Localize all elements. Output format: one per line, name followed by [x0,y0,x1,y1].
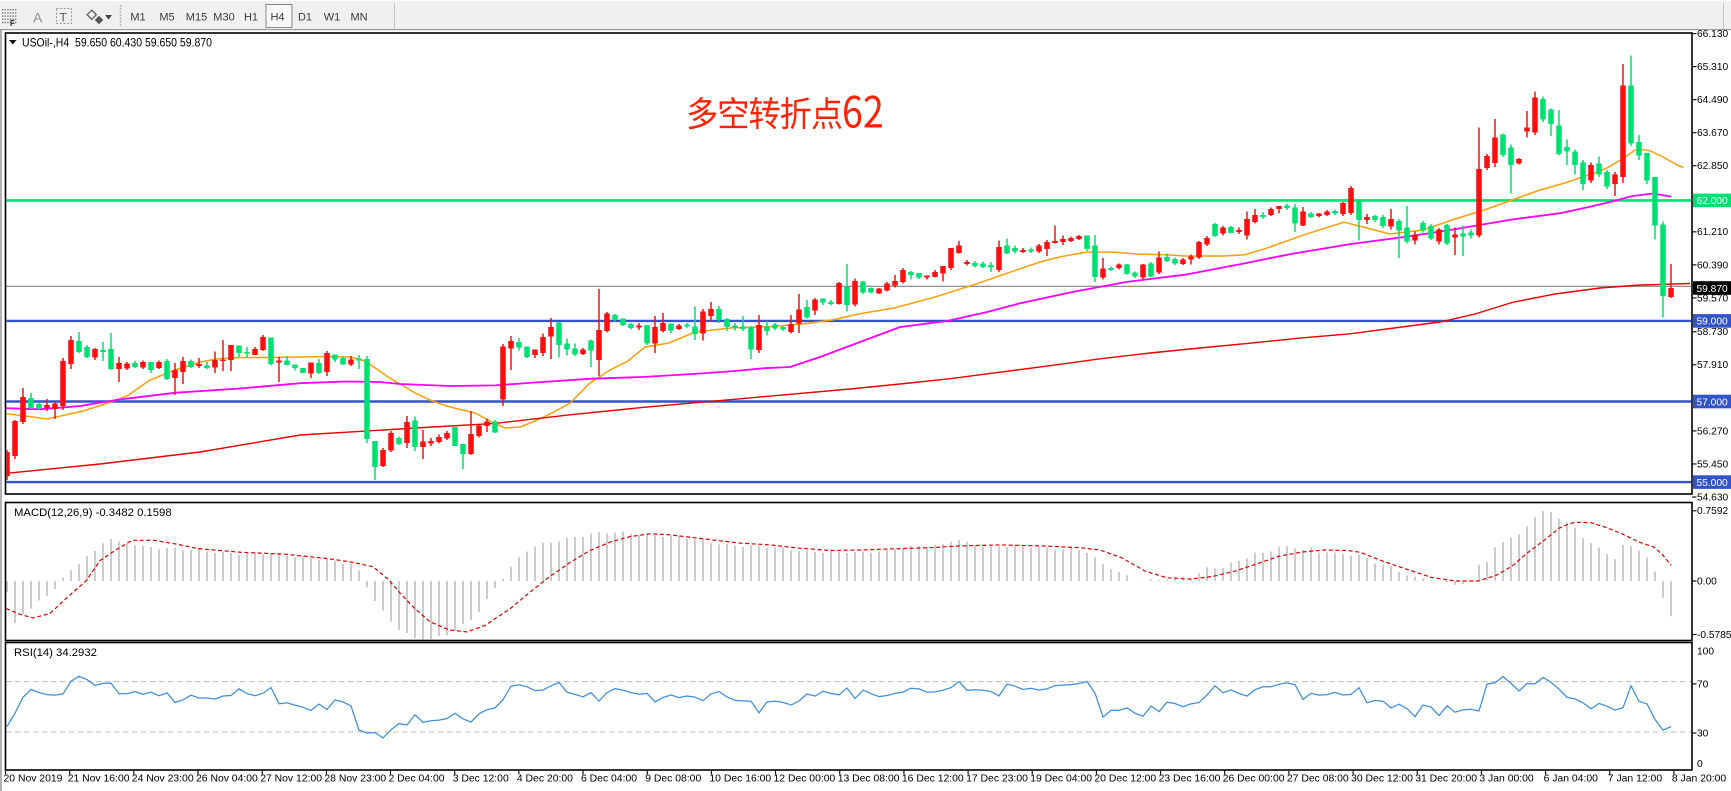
svg-text:W1: W1 [324,12,341,24]
svg-text:59.570: 59.570 [1697,293,1728,304]
svg-text:6 Jan 04:00: 6 Jan 04:00 [1544,774,1599,785]
svg-text:57.910: 57.910 [1697,360,1728,371]
svg-text:58.730: 58.730 [1697,327,1728,338]
svg-text:70: 70 [1697,679,1709,690]
svg-text:A: A [33,10,43,26]
svg-text:60.390: 60.390 [1697,260,1728,271]
svg-text:7 Jan 12:00: 7 Jan 12:00 [1608,774,1663,785]
svg-text:20 Nov 2019: 20 Nov 2019 [4,774,63,785]
svg-text:54.630: 54.630 [1697,492,1728,503]
svg-text:27 Nov 12:00: 27 Nov 12:00 [260,774,322,785]
svg-text:D1: D1 [298,12,312,24]
svg-text:M1: M1 [130,12,145,24]
svg-text:62.000: 62.000 [1697,196,1728,207]
svg-text:16 Dec 12:00: 16 Dec 12:00 [902,774,964,785]
svg-text:M15: M15 [186,12,207,24]
svg-text:6 Dec 04:00: 6 Dec 04:00 [581,774,637,785]
svg-text:0.7592: 0.7592 [1697,506,1728,517]
svg-text:100: 100 [1697,646,1714,657]
svg-text:26 Dec 00:00: 26 Dec 00:00 [1223,774,1285,785]
svg-text:4 Dec 20:00: 4 Dec 20:00 [517,774,573,785]
svg-text:59.870: 59.870 [1697,284,1728,295]
svg-text:21 Nov 16:00: 21 Nov 16:00 [68,774,130,785]
svg-text:3 Jan 00:00: 3 Jan 00:00 [1479,774,1534,785]
svg-text:55.000: 55.000 [1697,478,1728,489]
svg-text:20 Dec 12:00: 20 Dec 12:00 [1094,774,1156,785]
svg-text:0: 0 [1697,759,1703,770]
svg-text:65.310: 65.310 [1697,62,1728,73]
svg-text:63.670: 63.670 [1697,128,1728,139]
svg-text:MACD(12,26,9) -0.3482 0.1598: MACD(12,26,9) -0.3482 0.1598 [14,507,172,519]
svg-text:24 Nov 23:00: 24 Nov 23:00 [132,774,194,785]
svg-text:T: T [60,11,68,25]
svg-text:MN: MN [350,12,367,24]
svg-text:23 Dec 16:00: 23 Dec 16:00 [1159,774,1221,785]
svg-text:62.850: 62.850 [1697,161,1728,172]
svg-text:57.000: 57.000 [1697,397,1728,408]
svg-text:M5: M5 [159,12,174,24]
svg-text:19 Dec 04:00: 19 Dec 04:00 [1030,774,1092,785]
svg-text:30: 30 [1697,728,1709,739]
svg-text:55.450: 55.450 [1697,459,1728,470]
svg-text:-0.5785: -0.5785 [1697,630,1731,641]
svg-text:26 Nov 04:00: 26 Nov 04:00 [196,774,258,785]
svg-text:0.00: 0.00 [1697,576,1717,587]
svg-text:RSI(14) 34.2932: RSI(14) 34.2932 [14,647,97,659]
svg-text:31 Dec 20:00: 31 Dec 20:00 [1415,774,1477,785]
svg-text:3 Dec 12:00: 3 Dec 12:00 [453,774,509,785]
svg-text:10 Dec 16:00: 10 Dec 16:00 [709,774,771,785]
svg-text:61.210: 61.210 [1697,227,1728,238]
svg-text:USOil-,H4 59.650 60.430 59.65: USOil-,H4 59.650 60.430 59.650 59.870 [22,36,212,50]
svg-text:28 Nov 23:00: 28 Nov 23:00 [324,774,386,785]
svg-text:13 Dec 08:00: 13 Dec 08:00 [838,774,900,785]
svg-text:64.490: 64.490 [1697,95,1728,106]
svg-text:27 Dec 08:00: 27 Dec 08:00 [1287,774,1349,785]
svg-text:56.270: 56.270 [1697,426,1728,437]
svg-text:59.000: 59.000 [1697,317,1728,328]
svg-text:12 Dec 00:00: 12 Dec 00:00 [774,774,836,785]
svg-text:8 Jan 20:00: 8 Jan 20:00 [1672,774,1727,785]
svg-text:66.130: 66.130 [1697,29,1728,40]
svg-text:H1: H1 [244,12,258,24]
svg-text:2 Dec 04:00: 2 Dec 04:00 [389,774,445,785]
svg-text:M30: M30 [213,12,234,24]
svg-text:30 Dec 12:00: 30 Dec 12:00 [1351,774,1413,785]
svg-text:17 Dec 23:00: 17 Dec 23:00 [966,774,1028,785]
svg-text:F: F [10,19,15,28]
svg-text:H4: H4 [270,12,284,24]
svg-text:9 Dec 08:00: 9 Dec 08:00 [645,774,701,785]
